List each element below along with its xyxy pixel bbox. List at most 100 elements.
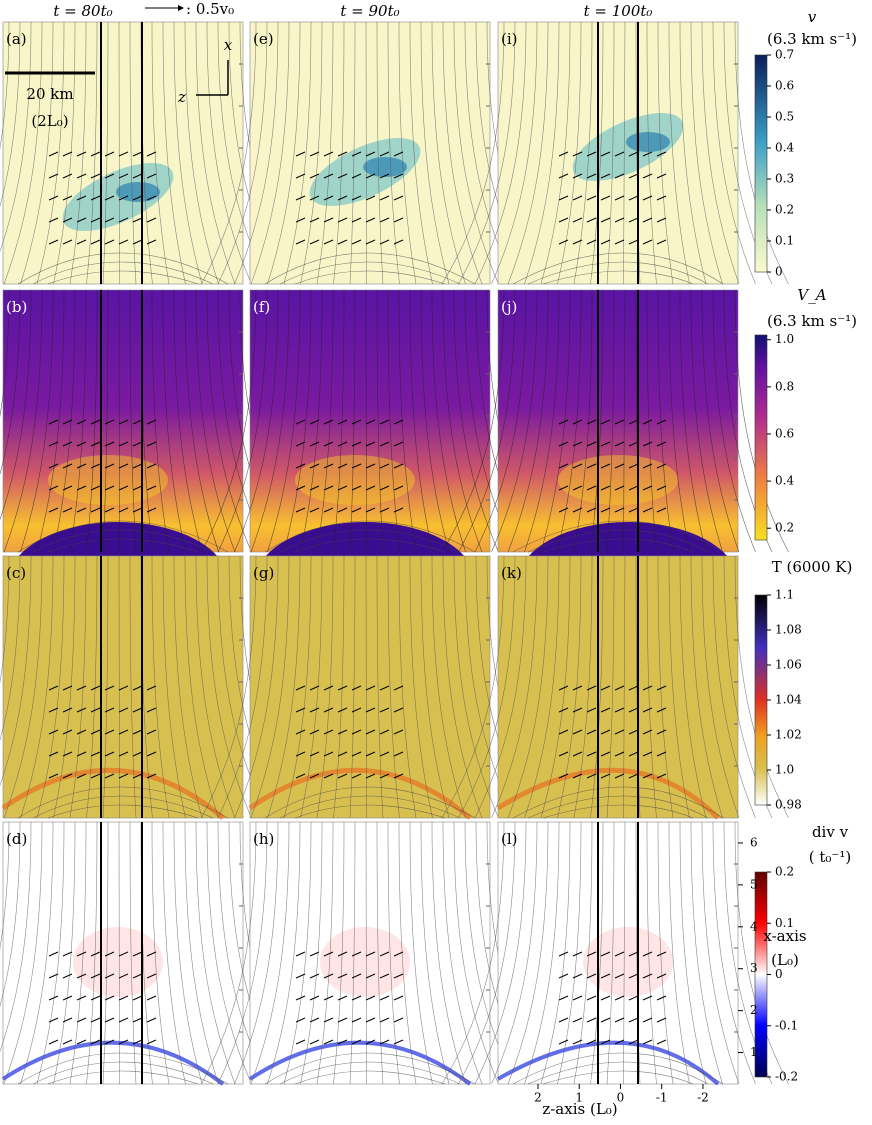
streamline <box>151 289 170 553</box>
colorbar-title: ( t₀⁻¹) <box>809 848 851 866</box>
velocity-vector <box>309 441 320 447</box>
streamline <box>557 555 582 819</box>
velocity-vector <box>337 485 348 491</box>
x-axis-tick-label: 1 <box>750 1045 758 1059</box>
streamline <box>557 821 582 1085</box>
streamline <box>36 555 65 819</box>
velocity-vector <box>104 217 115 223</box>
velocity-vector <box>600 951 611 957</box>
velocity-vector <box>62 773 73 779</box>
streamline <box>129 821 137 1085</box>
velocity-vector <box>309 973 320 979</box>
velocity-vector <box>558 973 569 979</box>
velocity-vector <box>642 685 653 691</box>
velocity-vector <box>642 1039 653 1045</box>
streamline <box>333 555 345 819</box>
panel-label: (j) <box>501 298 517 316</box>
velocity-vector <box>572 485 583 491</box>
streamline <box>267 821 301 1085</box>
velocity-vector <box>558 485 569 491</box>
velocity-vector <box>558 217 569 223</box>
velocity-vector <box>295 239 306 245</box>
streamline <box>173 821 203 1085</box>
velocity-vector <box>48 441 59 447</box>
velocity-vector <box>309 463 320 469</box>
colorbar-tick-label: 1.06 <box>775 658 802 672</box>
streamline-arc <box>527 261 709 285</box>
velocity-vector <box>309 1017 320 1023</box>
velocity-vector <box>323 463 334 469</box>
streamline <box>646 821 657 1085</box>
x-axis-tick-label: 3 <box>750 961 758 975</box>
velocity-vector <box>104 685 115 691</box>
hot-arc <box>496 767 720 820</box>
velocity-vector <box>642 239 653 245</box>
velocity-vector <box>132 239 143 245</box>
velocity-vector <box>642 151 653 157</box>
streamline <box>442 289 483 553</box>
streamline <box>701 555 740 819</box>
z-axis-label: z-axis (L₀) <box>542 1100 617 1118</box>
velocity-vector <box>118 729 129 735</box>
velocity-vector <box>600 1039 611 1045</box>
velocity-vector <box>351 173 362 179</box>
streamline <box>349 821 356 1085</box>
streamline <box>590 289 604 553</box>
streamline <box>458 289 516 553</box>
velocity-vector <box>614 751 625 757</box>
colorbar-title: T (6000 K) <box>772 558 853 576</box>
velocity-vector <box>104 173 115 179</box>
velocity-vector <box>309 239 320 245</box>
velocity-vector <box>295 1017 306 1023</box>
streamline <box>0 821 21 1007</box>
velocity-vector <box>62 441 73 447</box>
velocity-vector <box>90 195 101 201</box>
velocity-vector <box>365 151 376 157</box>
velocity-vector <box>572 239 583 245</box>
velocity-vector <box>379 217 390 223</box>
velocity-vector <box>146 751 157 757</box>
velocity-vector <box>104 707 115 713</box>
velocity-vector <box>379 507 390 513</box>
velocity-vector <box>393 485 404 491</box>
x-axis-tick-label: 5 <box>750 877 758 891</box>
velocity-vector <box>656 973 667 979</box>
velocity-vector <box>558 1039 569 1045</box>
streamline <box>184 289 219 553</box>
velocity-vector <box>146 217 157 223</box>
colorbar-tick-label: 0.1 <box>775 916 794 930</box>
streamline <box>712 289 756 553</box>
streamline <box>491 821 538 1085</box>
velocity-vector <box>656 419 667 425</box>
streamline <box>668 21 690 285</box>
streamline <box>507 821 549 1085</box>
velocity-vector <box>48 195 59 201</box>
colorbar-tick-label: 0.4 <box>775 474 794 488</box>
velocity-vector <box>365 485 376 491</box>
streamline <box>3 21 43 285</box>
velocity-vector <box>628 195 639 201</box>
velocity-vector <box>146 173 157 179</box>
velocity-vector <box>586 419 597 425</box>
velocity-vector <box>393 239 404 245</box>
streamline <box>453 289 499 553</box>
colorbar-tick-label: 1.02 <box>775 728 802 742</box>
velocity-vector <box>62 173 73 179</box>
streamline <box>573 555 593 819</box>
velocity-vector <box>642 485 653 491</box>
velocity-vector <box>90 419 101 425</box>
velocity-vector <box>62 951 73 957</box>
velocity-vector <box>586 485 597 491</box>
velocity-vector <box>586 195 597 201</box>
velocity-vector <box>586 1017 597 1023</box>
colorbar-tick-label: 0.2 <box>775 203 794 217</box>
streamline-arc <box>279 529 461 553</box>
velocity-vector <box>379 773 390 779</box>
velocity-vector <box>62 685 73 691</box>
velocity-vector <box>600 729 611 735</box>
streamline-arc <box>279 795 461 819</box>
velocity-vector <box>90 441 101 447</box>
velocity-vector <box>614 195 625 201</box>
velocity-vector <box>118 195 129 201</box>
